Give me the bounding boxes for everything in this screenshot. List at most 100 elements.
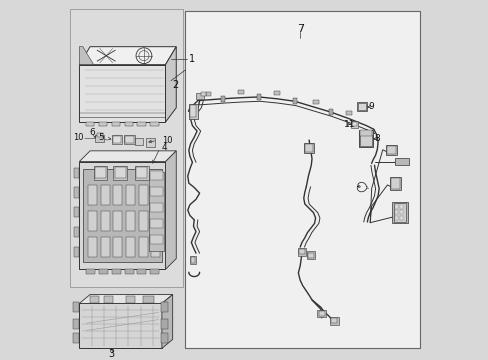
Bar — [96, 133, 103, 137]
Text: 10: 10 — [73, 133, 83, 142]
Bar — [74, 227, 79, 237]
Bar — [313, 100, 319, 104]
Bar — [111, 135, 122, 144]
Bar — [394, 210, 397, 215]
Bar — [126, 296, 135, 303]
Bar — [150, 219, 163, 228]
Bar — [70, 9, 183, 287]
Bar — [150, 171, 163, 180]
Bar — [331, 318, 336, 323]
Bar — [150, 203, 163, 212]
Bar — [151, 237, 160, 257]
Bar — [399, 216, 403, 220]
Bar — [143, 296, 154, 303]
Bar — [74, 207, 79, 217]
Bar — [304, 144, 312, 152]
Bar — [135, 138, 142, 145]
Bar — [189, 105, 196, 117]
Bar — [101, 185, 110, 205]
Polygon shape — [79, 47, 176, 65]
Text: 7: 7 — [296, 24, 303, 34]
Bar — [74, 168, 79, 178]
Polygon shape — [165, 47, 176, 122]
Bar — [126, 211, 135, 231]
Text: 1: 1 — [188, 54, 195, 64]
Bar — [85, 122, 94, 126]
Bar — [94, 166, 107, 180]
Bar — [299, 249, 304, 254]
Text: 10: 10 — [162, 136, 172, 145]
Bar — [238, 90, 244, 94]
Bar — [221, 96, 224, 102]
Bar — [399, 210, 403, 215]
Bar — [386, 146, 395, 154]
Bar — [394, 158, 408, 165]
Bar — [273, 91, 279, 95]
Bar — [318, 311, 324, 316]
Bar — [125, 136, 134, 143]
Bar — [101, 237, 110, 257]
Bar — [188, 104, 198, 118]
Polygon shape — [79, 151, 176, 162]
Text: 2: 2 — [172, 81, 178, 90]
Bar — [113, 237, 122, 257]
Bar — [351, 122, 356, 126]
Bar — [95, 167, 105, 178]
Bar — [328, 109, 332, 115]
Bar — [136, 167, 147, 178]
Polygon shape — [79, 65, 165, 122]
Bar — [150, 187, 163, 196]
Bar — [115, 167, 125, 178]
Bar — [151, 185, 160, 205]
Bar — [149, 172, 163, 251]
Bar — [358, 130, 372, 147]
Bar — [356, 102, 366, 111]
Bar — [297, 248, 305, 256]
Bar — [200, 92, 206, 96]
Text: 5: 5 — [99, 133, 104, 142]
Bar — [292, 98, 296, 104]
Bar — [317, 310, 325, 318]
Bar — [394, 204, 397, 209]
Text: 8: 8 — [374, 134, 380, 143]
Bar — [95, 135, 104, 142]
Text: 3: 3 — [108, 349, 115, 359]
Bar — [111, 122, 120, 126]
Bar — [205, 92, 211, 96]
Bar — [73, 319, 79, 329]
Bar — [137, 269, 146, 274]
Text: 9: 9 — [368, 102, 374, 111]
Bar — [150, 235, 163, 244]
Bar — [385, 145, 396, 155]
Bar — [394, 216, 397, 220]
Bar — [113, 166, 127, 180]
Bar — [99, 269, 107, 274]
Bar — [196, 93, 203, 99]
Bar — [111, 269, 121, 274]
Polygon shape — [79, 162, 165, 269]
Bar — [390, 178, 400, 189]
Bar — [161, 319, 167, 329]
Bar — [112, 136, 121, 143]
Bar — [359, 130, 371, 136]
Bar — [306, 251, 315, 259]
Bar — [399, 204, 403, 209]
Bar — [113, 185, 122, 205]
Polygon shape — [79, 294, 172, 303]
Bar — [124, 122, 133, 126]
Bar — [126, 185, 135, 205]
Polygon shape — [79, 47, 94, 65]
Text: 4: 4 — [162, 143, 167, 152]
Bar — [145, 138, 154, 147]
Bar — [99, 122, 107, 126]
Bar — [88, 211, 97, 231]
Bar — [256, 94, 261, 100]
Bar — [345, 111, 351, 115]
Bar — [113, 211, 122, 231]
Bar — [161, 333, 167, 343]
Bar — [359, 135, 371, 146]
Bar — [90, 296, 99, 303]
Text: 11: 11 — [344, 120, 355, 129]
Bar — [307, 253, 313, 258]
Bar — [389, 177, 401, 190]
